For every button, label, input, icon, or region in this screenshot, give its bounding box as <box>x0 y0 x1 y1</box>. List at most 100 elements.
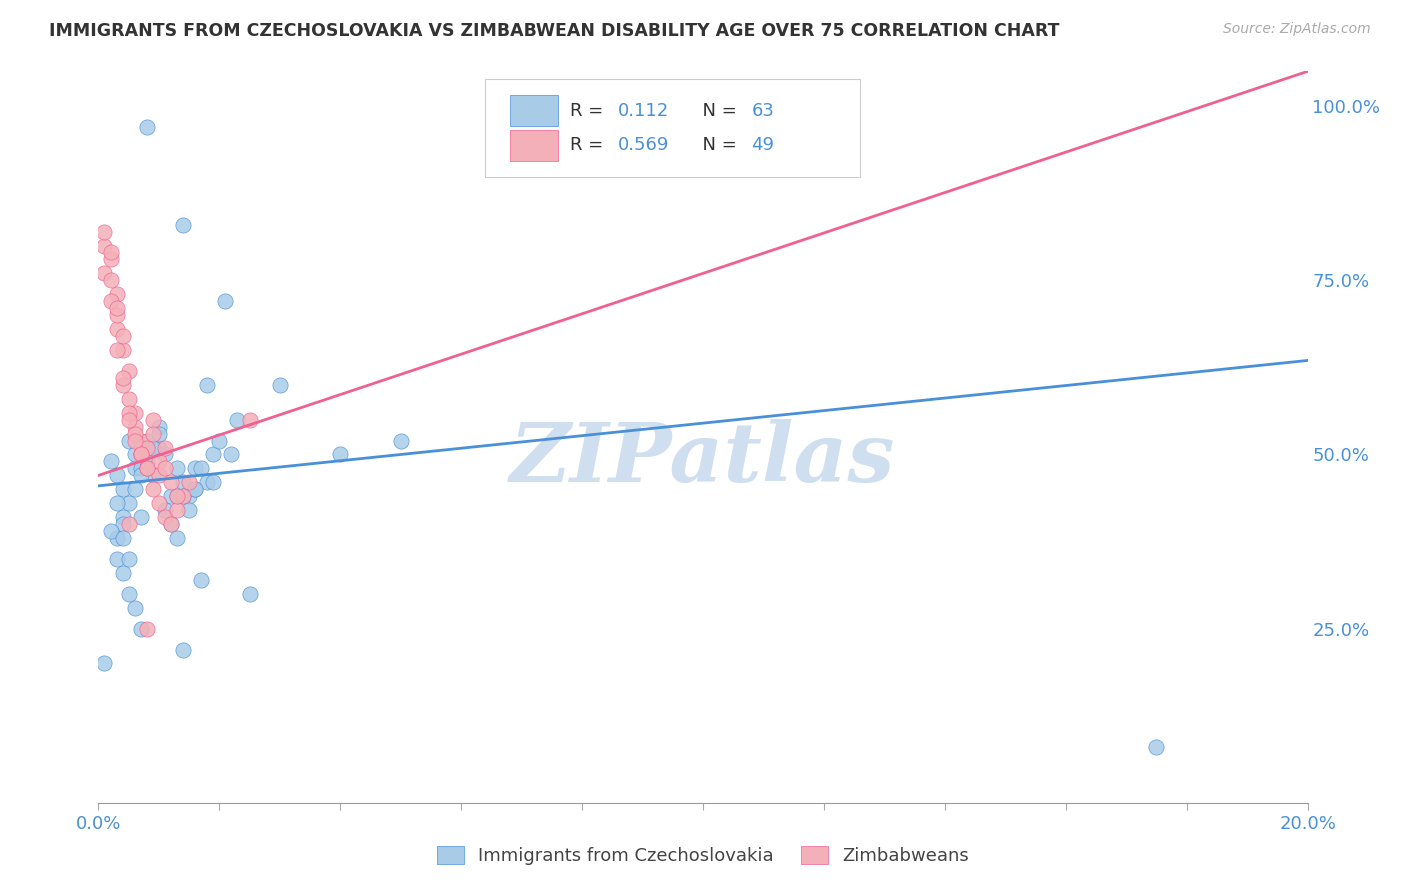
Point <box>124 461 146 475</box>
Point <box>166 489 188 503</box>
Point <box>142 483 165 497</box>
Point <box>129 461 152 475</box>
Point <box>118 364 141 378</box>
Point <box>172 475 194 490</box>
Point <box>111 343 134 357</box>
Point <box>105 531 128 545</box>
Point <box>148 468 170 483</box>
Text: N =: N = <box>690 136 742 154</box>
Point <box>129 468 152 483</box>
Point <box>129 448 152 462</box>
Point <box>214 294 236 309</box>
Point <box>172 489 194 503</box>
Point <box>153 461 176 475</box>
Point <box>105 496 128 510</box>
Point <box>148 454 170 468</box>
Point <box>124 434 146 448</box>
Point <box>111 329 134 343</box>
Point <box>184 483 207 497</box>
Point <box>129 510 152 524</box>
Point <box>148 496 170 510</box>
Point <box>153 510 176 524</box>
Point <box>190 573 212 587</box>
Point <box>202 475 225 490</box>
Point <box>93 225 115 239</box>
Text: 0.112: 0.112 <box>619 102 669 120</box>
Text: R =: R = <box>569 136 609 154</box>
Point <box>100 524 122 538</box>
Point <box>105 287 128 301</box>
Point <box>166 461 188 475</box>
Point <box>135 461 157 475</box>
Point <box>239 412 262 426</box>
Point <box>111 510 134 524</box>
Point <box>100 454 122 468</box>
Text: ZIPatlas: ZIPatlas <box>510 419 896 499</box>
Point <box>142 468 165 483</box>
Point <box>226 412 249 426</box>
Point <box>160 489 183 503</box>
Point <box>118 392 141 406</box>
Point <box>153 441 176 455</box>
Legend: Immigrants from Czechoslovakia, Zimbabweans: Immigrants from Czechoslovakia, Zimbabwe… <box>427 837 979 874</box>
Point <box>153 503 176 517</box>
Point <box>135 441 157 455</box>
Point <box>124 406 146 420</box>
Point <box>166 489 188 503</box>
Point <box>142 441 165 455</box>
Point <box>124 600 146 615</box>
Point <box>148 419 170 434</box>
Point <box>389 434 412 448</box>
Point <box>184 461 207 475</box>
Point <box>179 489 201 503</box>
Point <box>124 426 146 441</box>
Point <box>202 448 225 462</box>
Point <box>160 517 183 532</box>
Point <box>111 566 134 580</box>
Text: 63: 63 <box>751 102 775 120</box>
Point <box>129 448 152 462</box>
Point <box>195 475 218 490</box>
Point <box>93 266 115 280</box>
Point <box>118 496 141 510</box>
Point <box>148 441 170 455</box>
Point <box>329 448 352 462</box>
Point <box>135 120 157 134</box>
Point <box>124 483 146 497</box>
Point <box>269 377 291 392</box>
Point <box>105 343 128 357</box>
Point <box>135 622 157 636</box>
Point <box>100 273 122 287</box>
Point <box>111 377 134 392</box>
FancyBboxPatch shape <box>509 130 558 161</box>
Text: IMMIGRANTS FROM CZECHOSLOVAKIA VS ZIMBABWEAN DISABILITY AGE OVER 75 CORRELATION : IMMIGRANTS FROM CZECHOSLOVAKIA VS ZIMBAB… <box>49 22 1060 40</box>
Point <box>111 517 134 532</box>
Text: R =: R = <box>569 102 609 120</box>
Point <box>166 531 188 545</box>
Point <box>118 587 141 601</box>
Point <box>142 426 165 441</box>
Text: 0.569: 0.569 <box>619 136 669 154</box>
Text: N =: N = <box>690 102 742 120</box>
Point <box>118 552 141 566</box>
Point <box>153 448 176 462</box>
Point <box>105 468 128 483</box>
Point <box>111 483 134 497</box>
Point <box>124 419 146 434</box>
Point <box>179 475 201 490</box>
Point <box>172 218 194 232</box>
Point <box>105 552 128 566</box>
Point <box>135 434 157 448</box>
Point <box>105 322 128 336</box>
Point <box>208 434 231 448</box>
Point <box>118 406 141 420</box>
Point <box>129 622 152 636</box>
Point <box>135 461 157 475</box>
Point <box>105 301 128 316</box>
Point <box>190 461 212 475</box>
Point <box>239 587 262 601</box>
Point <box>118 412 141 426</box>
Point <box>184 483 207 497</box>
Point <box>195 377 218 392</box>
Point <box>129 448 152 462</box>
